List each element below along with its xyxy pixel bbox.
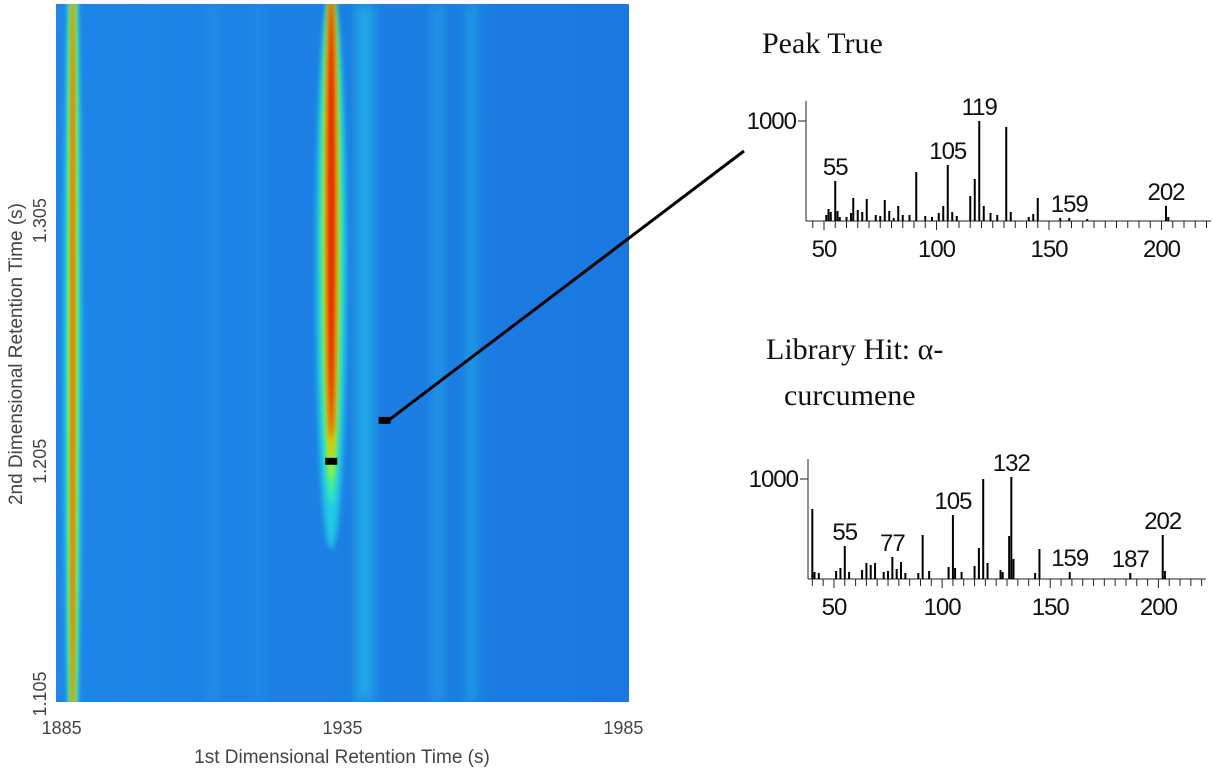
- spectrum-y-tick-label: 1000: [747, 108, 797, 135]
- contour-peaks: [64, 4, 347, 702]
- contour-ridge: [355, 4, 374, 702]
- contour-ridge: [251, 4, 266, 702]
- y-axis-label: 2nd Dimensional Retention Time (s): [6, 203, 27, 505]
- x-axis-ticks: 1885 1935 1985: [42, 718, 644, 738]
- spectrum-peak-label: 132: [993, 450, 1031, 477]
- contour-plot: [56, 4, 629, 702]
- spectrum-x-tick-label: 200: [1140, 594, 1178, 621]
- spectrum-x-tick-label: 100: [918, 236, 956, 263]
- y-tick-label: 1.205: [30, 439, 50, 484]
- spectrum-1-title: Peak True: [762, 27, 883, 60]
- y-tick-label: 1.305: [30, 198, 50, 243]
- contour-bands: [209, 4, 479, 702]
- contour-ridge: [209, 4, 218, 702]
- contour-peak: [64, 4, 82, 702]
- spectrum-1: 50 100 150 200 1000 55 105 119 159 202: [747, 94, 1211, 263]
- spectrum-2-title-line1: Library Hit: α-: [766, 333, 943, 366]
- y-axis-ticks: 1.105 1.205 1.305: [30, 198, 50, 716]
- connector-line: [388, 149, 745, 421]
- spectrum-peak-label: 105: [929, 138, 967, 165]
- spectrum-peak-label: 187: [1112, 546, 1150, 573]
- y-tick-label: 1.105: [30, 671, 50, 716]
- spectrum-2-title-line2: curcumene: [784, 379, 916, 412]
- spectrum-peak-label: 55: [832, 519, 857, 546]
- spectrum-y-tick-label: 1000: [749, 466, 799, 493]
- spectrum-peak-label: 159: [1051, 191, 1089, 218]
- contour-level: [71, 4, 75, 702]
- contour-markers: [325, 416, 391, 465]
- x-tick-label: 1885: [42, 718, 82, 738]
- spectrum-x-tick-label: 150: [1032, 594, 1070, 621]
- peak-marker: [325, 457, 338, 465]
- spectrum-peak-label: 105: [934, 488, 972, 515]
- contour-peak: [315, 4, 347, 549]
- spectrum-peak-label: 55: [823, 154, 848, 181]
- x-tick-label: 1985: [603, 718, 643, 738]
- contour-level: [327, 4, 335, 438]
- spectrum-peak-label: 77: [880, 530, 905, 557]
- contour-ridge: [464, 4, 479, 702]
- spectrum-x-tick-label: 100: [924, 594, 962, 621]
- x-tick-label: 1935: [322, 718, 362, 738]
- spectrum-peak-label: 119: [962, 94, 998, 121]
- spectrum-x-tick-label: 150: [1030, 236, 1068, 263]
- contour-ridge: [432, 4, 444, 702]
- x-axis-label: 1st Dimensional Retention Time (s): [194, 747, 490, 768]
- peak-marker: [378, 416, 391, 424]
- spectrum-x-tick-label: 50: [812, 236, 837, 263]
- spectrum-peak-label: 202: [1144, 508, 1182, 535]
- spectrum-peak-label: 159: [1051, 545, 1089, 572]
- spectrum-2: 50 100 150 200 1000 55 77 105 132 159 187 202: [749, 450, 1206, 621]
- spectrum-x-tick-label: 50: [822, 594, 847, 621]
- contour-plot-area: [56, 4, 629, 702]
- spectrum-peak-label: 202: [1147, 179, 1185, 206]
- spectrum-x-tick-label: 200: [1143, 236, 1181, 263]
